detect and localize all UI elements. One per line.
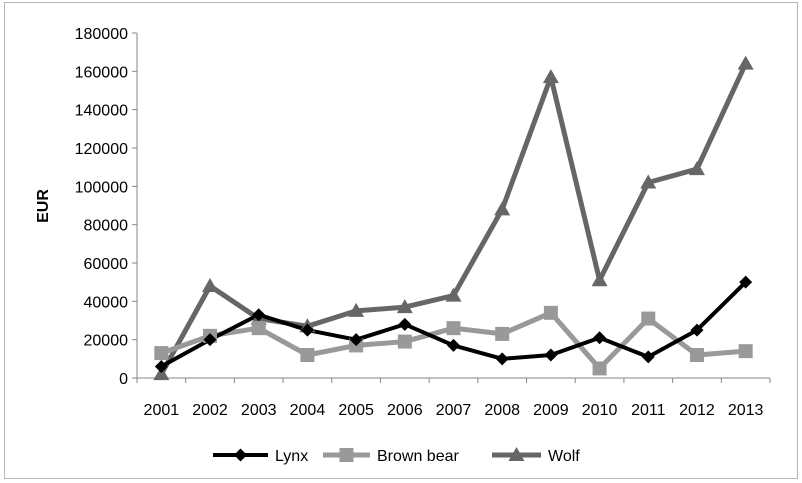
y-tick-label: 40000 <box>84 294 129 311</box>
data-point-brown-bear <box>446 321 461 336</box>
data-point-wolf <box>737 55 754 70</box>
x-tick-label: 2004 <box>290 402 326 419</box>
data-point-wolf <box>494 201 511 216</box>
y-tick-label: 120000 <box>75 141 128 158</box>
data-point-lynx <box>349 333 363 347</box>
y-tick-label: 80000 <box>84 218 129 235</box>
y-tick-label: 100000 <box>75 179 128 196</box>
data-point-wolf <box>640 174 657 189</box>
x-tick-label: 2002 <box>192 402 228 419</box>
data-point-wolf <box>591 272 608 287</box>
legend-label-wolf: Wolf <box>548 448 580 465</box>
axes <box>132 32 771 383</box>
x-tick-label: 2007 <box>436 402 472 419</box>
legend-item-lynx: Lynx <box>213 448 308 465</box>
x-tick-label: 2013 <box>728 402 764 419</box>
x-tick-label: 2011 <box>631 402 666 419</box>
x-tick-label: 2006 <box>387 402 423 419</box>
data-point-brown-bear <box>738 344 753 359</box>
y-tick-label: 60000 <box>84 256 129 273</box>
legend-marker-lynx <box>234 448 247 462</box>
data-point-lynx <box>300 323 314 337</box>
legend: Lynx Brown bear Wolf <box>213 447 580 465</box>
data-point-brown-bear <box>397 334 412 349</box>
legend-marker-wolf <box>508 447 525 461</box>
data-point-wolf <box>688 161 705 176</box>
data-point-brown-bear <box>543 305 558 320</box>
legend-marker-brown-bear <box>339 448 354 462</box>
data-point-wolf <box>348 302 365 317</box>
chart-frame <box>4 2 798 479</box>
y-axis-title-group: EUR <box>35 189 52 223</box>
x-tick-label: 2001 <box>144 402 180 419</box>
data-point-lynx <box>641 350 655 364</box>
legend-label-lynx: Lynx <box>275 448 308 465</box>
x-tick-labels: 2001 2002 2003 2004 2005 2006 2007 2008 2009 2010… <box>144 402 764 419</box>
legend-label-brown-bear: Brown bear <box>377 448 459 465</box>
y-tick-label: 0 <box>119 371 128 388</box>
legend-item-brown-bear: Brown bear <box>323 448 459 465</box>
x-tick-label: 2009 <box>533 402 569 419</box>
data-point-brown-bear <box>300 348 315 362</box>
data-point-lynx <box>447 338 460 352</box>
data-point-brown-bear <box>689 348 704 362</box>
data-point-lynx <box>593 331 607 345</box>
x-tick-label: 2003 <box>241 402 277 419</box>
data-point-brown-bear <box>495 326 510 341</box>
data-point-wolf <box>202 278 219 292</box>
data-point-brown-bear <box>641 311 656 326</box>
y-tick-label: 20000 <box>84 333 129 350</box>
data-point-lynx <box>544 348 558 362</box>
x-tick-label: 2008 <box>484 402 520 419</box>
data-point-lynx <box>252 308 266 322</box>
data-point-wolf <box>396 299 413 314</box>
data-point-brown-bear <box>592 361 607 376</box>
x-tick-label: 2012 <box>679 402 715 419</box>
data-point-wolf <box>445 287 462 302</box>
y-axis-title: EUR <box>35 189 52 223</box>
data-point-brown-bear <box>251 321 266 336</box>
legend-item-wolf: Wolf <box>492 447 580 465</box>
data-point-wolf <box>542 69 559 84</box>
data-point-lynx <box>690 323 704 337</box>
series-markers <box>153 55 754 381</box>
y-tick-labels: 0 20000 40000 60000 80000 100000 120000 140000 1… <box>75 26 128 388</box>
y-tick-label: 140000 <box>75 103 128 120</box>
data-point-lynx <box>398 317 412 331</box>
data-point-lynx <box>154 360 168 373</box>
x-tick-label: 2005 <box>338 402 374 419</box>
data-point-lynx <box>203 333 217 347</box>
x-tick-label: 2010 <box>582 402 618 419</box>
data-point-wolf <box>153 366 170 381</box>
data-point-lynx <box>495 352 509 366</box>
y-tick-label: 180000 <box>75 26 128 43</box>
data-point-lynx <box>739 275 753 289</box>
data-point-brown-bear <box>154 346 169 361</box>
y-tick-label: 160000 <box>75 64 128 81</box>
